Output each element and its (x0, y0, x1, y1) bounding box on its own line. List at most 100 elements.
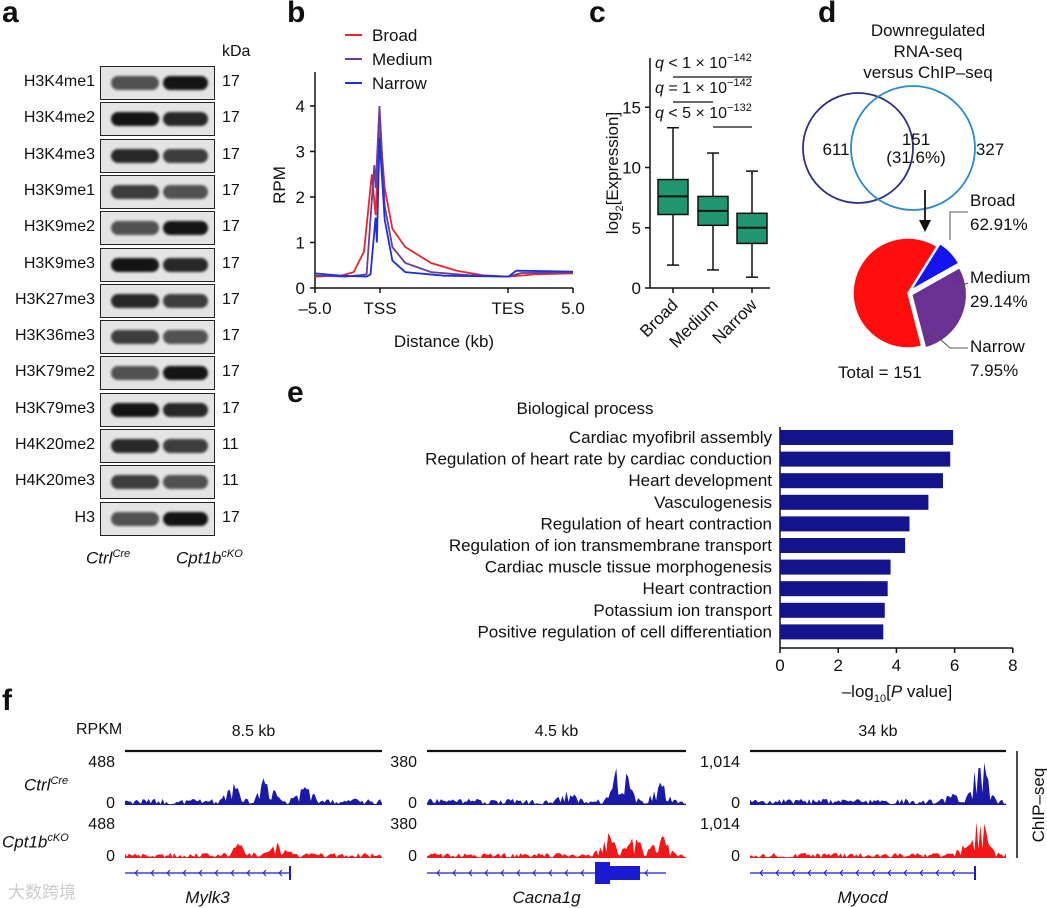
kda-value: 17 (222, 327, 240, 345)
gene-strand-arrow (903, 869, 908, 877)
blot-image (100, 320, 215, 355)
gene-name: Mylk3 (185, 888, 230, 907)
chipseq-side-label: ChIP–seq (1029, 768, 1047, 843)
gene-strand-arrow (759, 869, 764, 877)
x-tick-label-c: Narrow (709, 295, 762, 348)
pie-leader-line (949, 211, 968, 240)
blot-band (163, 184, 208, 199)
track-label-cko: Cpt1bcKO (2, 832, 69, 852)
blot-band (163, 330, 208, 345)
pie-leader-line (955, 282, 969, 289)
bar-category-label: Potassium ion transport (593, 601, 772, 620)
track-ymin-label: 0 (408, 795, 417, 812)
blot-band (111, 366, 159, 381)
blot-image (100, 138, 215, 173)
gene-strand-arrow (807, 869, 812, 877)
blot-band (163, 112, 208, 127)
watermark: 大数跨境 (8, 883, 76, 902)
kda-value: 17 (222, 109, 240, 127)
venn-circle-rnaseq (802, 92, 914, 204)
y-axis-label-b: RPM (270, 166, 289, 204)
pie-label: Narrow (970, 337, 1026, 356)
blot-band (111, 148, 159, 163)
kda-value: 17 (222, 218, 240, 236)
blot-row-label: H3K79me2 (14, 363, 95, 381)
panel-label-e: e (287, 376, 304, 409)
kda-value: 17 (222, 145, 240, 163)
gene-strand-arrow (644, 869, 649, 877)
kda-value: 11 (222, 436, 239, 453)
venn-overlap-percent: (31.6%) (886, 148, 946, 167)
series-line-narrow (314, 137, 574, 278)
track-ymin-label: 0 (731, 795, 740, 812)
blot-band (163, 439, 208, 453)
blot-image (100, 211, 215, 246)
blot-band (111, 221, 159, 236)
blot-row-label: H3K36me3 (14, 327, 95, 345)
q-value-annotation: q = 1 × 10−142 (655, 77, 752, 97)
x-tick-label-b: TES (491, 299, 524, 318)
bar-category-label: Positive regulation of cell differentiat… (477, 622, 772, 641)
blot-band (111, 76, 159, 90)
gene-strand-arrow (198, 869, 203, 877)
gene-strand-arrow (516, 869, 521, 877)
blot-band (111, 112, 159, 127)
pie-label: Medium (970, 268, 1030, 287)
y-tick-label-c: 0 (632, 279, 641, 298)
kda-value: 17 (222, 254, 240, 272)
pie-total: Total = 151 (838, 363, 922, 382)
series-line-medium (314, 105, 574, 278)
gene-strand-arrow (134, 869, 139, 877)
gene-strand-arrow (775, 869, 780, 877)
coverage-track-myocd-ctrl (750, 762, 1006, 805)
blot-row-label: H4K20me2 (14, 436, 95, 453)
gene-strand-arrow (580, 869, 585, 877)
y-tick-label-c: 15 (622, 98, 641, 117)
legend-label: Broad (372, 26, 417, 45)
blot-row-label: H3K4me3 (23, 145, 95, 163)
panel-label-c: c (589, 0, 606, 29)
gene-strand-arrow (951, 869, 956, 877)
bar (780, 473, 943, 489)
x-axis-label-b: Distance (kb) (394, 332, 494, 351)
gene-strand-arrow (564, 869, 569, 877)
bar-category-label: Regulation of heart contraction (540, 514, 772, 533)
gene-strand-arrow (839, 869, 844, 877)
gene-strand-arrow (823, 869, 828, 877)
y-tick-label-b: 0 (296, 279, 305, 298)
y-tick-label-b: 2 (296, 188, 305, 207)
track-ymax-label: 380 (390, 816, 417, 833)
pie-percent: 29.14% (970, 292, 1028, 311)
pie-slice-medium (910, 266, 968, 349)
pie-percent: 62.91% (970, 215, 1028, 234)
panel-label-d: d (818, 0, 837, 29)
blot-image (100, 283, 215, 318)
blot-image (100, 392, 215, 427)
gene-strand-arrow (484, 869, 489, 877)
bar-category-label: Regulation of heart rate by cardiac cond… (425, 450, 772, 469)
scale-bar-label: 8.5 kb (232, 723, 276, 740)
bar (780, 581, 888, 597)
bar (780, 538, 906, 553)
bar-category-label: Cardiac muscle tissue morphogenesis (485, 558, 772, 577)
blot-band (111, 184, 159, 199)
venn-count-right: 327 (976, 140, 1004, 159)
blot-image (100, 66, 215, 100)
x-axis-label-e: –log10[P value] (842, 682, 953, 705)
pie-label: Broad (970, 191, 1015, 210)
legend-label: Narrow (372, 74, 428, 93)
bar-category-label: Heart development (628, 471, 772, 490)
gene-exon (610, 866, 640, 880)
bar-chart-title: Biological process (516, 399, 653, 418)
blot-row-label: H3 (74, 508, 95, 526)
gene-strand-arrow (214, 869, 219, 877)
blot-band (111, 293, 159, 308)
blot-band (111, 330, 159, 345)
track-ymax-label: 380 (390, 754, 417, 771)
blot-band (163, 402, 208, 417)
blot-image (100, 465, 215, 500)
blot-band (111, 257, 159, 272)
kda-value: 17 (222, 290, 240, 308)
gene-strand-arrow (246, 869, 251, 877)
gene-strand-arrow (871, 869, 876, 877)
